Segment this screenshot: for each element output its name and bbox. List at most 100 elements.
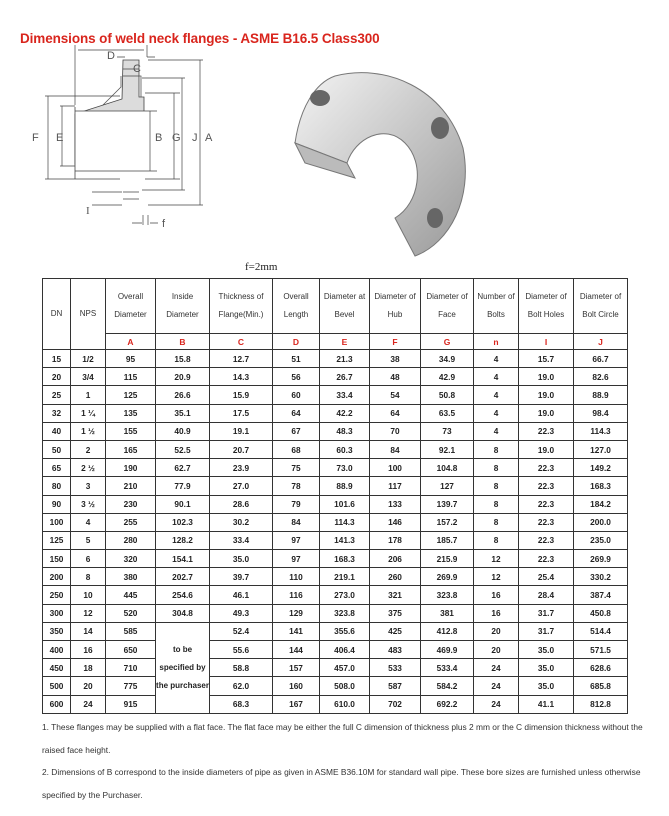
table-cell: 8 (473, 494, 519, 514)
table-cell: 102.3 (155, 512, 210, 532)
table-cell: 4 (473, 403, 519, 423)
table-cell: 22.3 (518, 494, 574, 514)
table-cell: 40.9 (155, 421, 210, 441)
table-cell: 19.0 (518, 439, 574, 460)
column-header: Overall Diameter (105, 278, 156, 334)
table-cell: 33.4 (209, 530, 273, 551)
diagram-note: f=2mm (245, 261, 278, 273)
table-cell: 82.6 (573, 367, 628, 387)
table-cell: 64 (272, 403, 320, 423)
table-cell: 150 (42, 549, 71, 569)
column-header: Thickness of Flange(Min.) (209, 278, 273, 334)
table-cell: 483 (369, 639, 421, 660)
table-cell: 200 (42, 567, 71, 587)
table-cell: 775 (105, 676, 156, 696)
table-cell: 18 (70, 658, 106, 678)
table-cell: 520 (105, 603, 156, 623)
table-cell: 3 ½ (70, 494, 106, 514)
table-cell: 12 (473, 567, 519, 587)
table-cell: 330.2 (573, 567, 628, 587)
table-cell: 412.8 (420, 621, 474, 642)
table-row: 15 1/2 95 15.8 12.7 51 21.3 38 34.9 4 15.7 66.7 (42, 348, 628, 369)
table-cell: 19.0 (518, 367, 574, 387)
table-cell: 14 (70, 621, 106, 642)
table-cell: 280 (105, 530, 156, 551)
table-cell: 155 (105, 421, 156, 441)
table-cell: 8 (473, 476, 519, 496)
column-header: Number of Bolts (473, 278, 519, 334)
column-header: Diameter of Face (420, 278, 474, 334)
table-cell: 202.7 (155, 567, 210, 587)
table-cell: 15.9 (209, 385, 273, 405)
table-cell: 115 (105, 367, 156, 387)
table-cell: 100 (369, 458, 421, 478)
table-cell: 3/4 (70, 367, 106, 387)
dimension-letter: E (319, 333, 370, 350)
table-cell: 254.6 (155, 585, 210, 605)
table-cell: 90.1 (155, 494, 210, 514)
table-cell: 8 (473, 530, 519, 551)
table-cell: 400 (42, 639, 71, 660)
table-cell: 269.9 (573, 549, 628, 569)
table-cell: 445 (105, 585, 156, 605)
table-cell: 6 (70, 549, 106, 569)
table-row: 200 8 380 202.7 39.7 110 219.1 260 269.9 12 25.4 33… (42, 567, 628, 587)
table-cell: 469.9 (420, 639, 474, 660)
dimension-letter: I (518, 333, 574, 350)
table-cell: 73.0 (319, 458, 370, 478)
table-cell: 104.8 (420, 458, 474, 478)
table-cell: 52.5 (155, 439, 210, 460)
table-cell: 355.6 (319, 621, 370, 642)
table-cell: 50 (42, 439, 71, 460)
table-cell: 160 (272, 676, 320, 696)
table-cell: 84 (369, 439, 421, 460)
table-cell: 915 (105, 694, 156, 714)
table-cell: 206 (369, 549, 421, 569)
note-1: 1. These flanges may be supplied with a … (42, 722, 643, 755)
table-cell: 215.9 (420, 549, 474, 569)
table-cell: 46.1 (209, 585, 273, 605)
table-cell: 133 (369, 494, 421, 514)
table-cell: 20 (473, 621, 519, 642)
table-cell: 146 (369, 512, 421, 532)
table-cell: 273.0 (319, 585, 370, 605)
table-cell: 571.5 (573, 639, 628, 660)
table-cell: 31.7 (518, 621, 574, 642)
table-row: 150 6 320 154.1 35.0 97 168.3 206 215.9 12 22.3 269… (42, 549, 628, 569)
table-cell: 35.1 (155, 403, 210, 423)
table-cell: 500 (42, 676, 71, 696)
label-E: E (56, 132, 63, 144)
table-cell: 141.3 (319, 530, 370, 551)
table-cell: 585 (105, 621, 156, 642)
table-cell: 80 (42, 476, 71, 496)
table-row: 90 3 ½ 230 90.1 28.6 79 101.6 133 139.7 8 22.3 184.… (42, 494, 628, 514)
table-cell: 92.1 (420, 439, 474, 460)
table-cell: 15 (42, 348, 71, 369)
table-cell: 58.8 (209, 658, 273, 678)
table-cell: 114.3 (319, 512, 370, 532)
table-cell: 10 (70, 585, 106, 605)
table-cell: 60.3 (319, 439, 370, 460)
table-row: 125 5 280 128.2 33.4 97 141.3 178 185.7 8 22.3 235.… (42, 530, 628, 551)
table-cell: 4 (70, 512, 106, 532)
table-cell: 117 (369, 476, 421, 496)
table-cell: 139.7 (420, 494, 474, 514)
table-cell: 230 (105, 494, 156, 514)
table-cell: 15.8 (155, 348, 210, 369)
label-C: C (133, 63, 141, 75)
column-header: Diameter at Bevel (319, 278, 370, 334)
table-cell: 4 (473, 348, 519, 369)
table-cell: 406.4 (319, 639, 370, 660)
table-cell: 1 (70, 385, 106, 405)
table-cell: 33.4 (319, 385, 370, 405)
table-cell: 210 (105, 476, 156, 496)
table-cell: 514.4 (573, 621, 628, 642)
header-row: DN NPS Overall Diameter Inside Diameter Thic… (42, 278, 628, 350)
table-cell: 320 (105, 549, 156, 569)
table-row: 400 16 650 55.6 144 406.4 483 469.9 20 35.0 571.5 (42, 639, 628, 660)
table-cell: 190 (105, 458, 156, 478)
table-cell: 12 (70, 603, 106, 623)
table-cell: 710 (105, 658, 156, 678)
table-cell: 95 (105, 348, 156, 369)
column-header: NPS (70, 278, 106, 350)
